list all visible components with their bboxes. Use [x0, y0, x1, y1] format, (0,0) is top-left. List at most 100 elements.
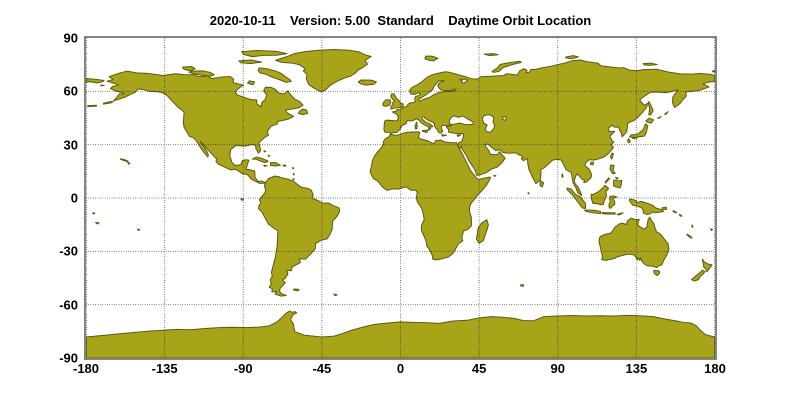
- land-kurils-2: [665, 112, 668, 115]
- land-chukotka-wrap: [86, 79, 104, 83]
- lake-aral-sea: [503, 117, 507, 120]
- land-shikoku: [633, 137, 636, 138]
- x-tick-label--45: -45: [312, 361, 332, 376]
- land-new-zealand-south: [692, 270, 705, 281]
- x-tick-label--180: -180: [72, 361, 100, 376]
- land-iceland: [358, 80, 376, 85]
- land-novaya-zemlya: [492, 61, 521, 72]
- land-falkland-islands: [293, 289, 299, 291]
- land-aleutians-1: [88, 105, 97, 106]
- land-hispaniola: [271, 163, 281, 166]
- x-tick-label--135: -135: [151, 361, 178, 376]
- land-new-siberian-islands: [643, 63, 657, 65]
- y-tick-label-30: 30: [63, 137, 78, 153]
- land-galapagos: [241, 199, 244, 201]
- land-sakhalin: [648, 101, 653, 115]
- land-java: [584, 210, 600, 214]
- land-victoria-island: [189, 71, 214, 76]
- land-luzon: [610, 165, 615, 174]
- x-tick-label-90: 90: [550, 361, 565, 376]
- land-jamaica: [264, 165, 267, 166]
- land-new-britain: [662, 207, 666, 209]
- y-tick-label--30: -30: [59, 243, 78, 259]
- land-antilles-2: [293, 173, 294, 174]
- land-franz-josef-land: [484, 54, 498, 56]
- land-north-america: [107, 71, 303, 183]
- land-visayas: [616, 177, 619, 179]
- land-kerguelen: [521, 285, 524, 287]
- land-svalbard: [425, 56, 438, 61]
- land-africa: [370, 132, 490, 260]
- land-maldives: [528, 192, 529, 194]
- land-borneo: [591, 185, 608, 204]
- land-solomons-2: [679, 214, 682, 216]
- land-corsica: [416, 122, 417, 124]
- land-tahiti: [138, 229, 140, 230]
- land-hokkaido: [646, 118, 654, 123]
- land-st-lawrence-island: [101, 85, 104, 86]
- land-timor: [617, 213, 623, 215]
- land-banks-island: [182, 66, 195, 70]
- land-aleutians-2: [103, 101, 113, 104]
- land-wrangel-island: [712, 71, 715, 72]
- land-trinidad: [293, 179, 294, 180]
- land-vanuatu: [692, 225, 693, 228]
- land-hawaii-2: [128, 163, 130, 165]
- land-kurils-1: [658, 116, 661, 118]
- land-madagascar: [476, 220, 488, 244]
- lake-white-sea: [460, 79, 468, 83]
- land-bahamas-1: [264, 151, 266, 152]
- y-tick-label--90: -90: [59, 350, 78, 366]
- land-crete: [442, 135, 447, 136]
- land-eurasia: [384, 60, 715, 195]
- land-south-georgia: [334, 294, 337, 296]
- land-tasmania: [654, 271, 660, 276]
- land-australia: [599, 217, 669, 267]
- land-andaman-islands: [562, 174, 563, 178]
- land-britain: [391, 94, 404, 109]
- x-tick-label-45: 45: [471, 361, 487, 376]
- land-solomons-1: [673, 211, 677, 213]
- land-new-caledonia: [687, 234, 692, 238]
- y-tick-label-60: 60: [63, 83, 78, 99]
- land-south-america: [259, 176, 340, 296]
- land-sardinia: [415, 125, 417, 129]
- land-baffin-island: [258, 68, 291, 83]
- land-newfoundland: [298, 109, 307, 115]
- land-sri-lanka: [540, 181, 543, 187]
- land-taiwan: [610, 153, 613, 159]
- land-hainan: [591, 162, 594, 165]
- x-tick-label--90: -90: [233, 361, 253, 376]
- y-tick-label--60: -60: [59, 297, 78, 313]
- x-tick-label-135: 135: [625, 361, 648, 376]
- land-new-guinea: [630, 199, 664, 214]
- land-cuba: [252, 157, 268, 163]
- land-wallis: [93, 213, 95, 214]
- land-fiji: [710, 229, 712, 231]
- land-greenland: [276, 50, 372, 92]
- x-tick-label-0: 0: [396, 361, 405, 376]
- land-southampton-island: [248, 81, 255, 85]
- land-cyprus: [457, 135, 461, 137]
- plot-frame: [84, 36, 717, 360]
- land-mindanao: [613, 180, 621, 188]
- land-ellesmere-island: [242, 50, 287, 56]
- land-palawan: [605, 178, 609, 183]
- land-severnaya-zemlya: [565, 56, 578, 59]
- y-tick-label-90: 90: [63, 30, 78, 46]
- lake-caspian-sea: [482, 115, 494, 133]
- land-sumatra: [567, 188, 586, 208]
- land-honshu: [630, 124, 648, 138]
- land-puerto-rico: [283, 165, 286, 166]
- land-antilles-1: [293, 167, 294, 169]
- land-ireland: [383, 100, 391, 107]
- lake-baltic-sea: [418, 80, 452, 101]
- land-hawaii-1: [121, 159, 128, 162]
- land-socotra: [494, 175, 496, 176]
- land-bahamas-2: [268, 155, 270, 156]
- lake-lake-ladoga: [453, 89, 456, 91]
- land-lesser-sunda: [602, 213, 615, 215]
- x-tick-label-180: 180: [704, 361, 726, 376]
- land-samoa: [96, 223, 99, 224]
